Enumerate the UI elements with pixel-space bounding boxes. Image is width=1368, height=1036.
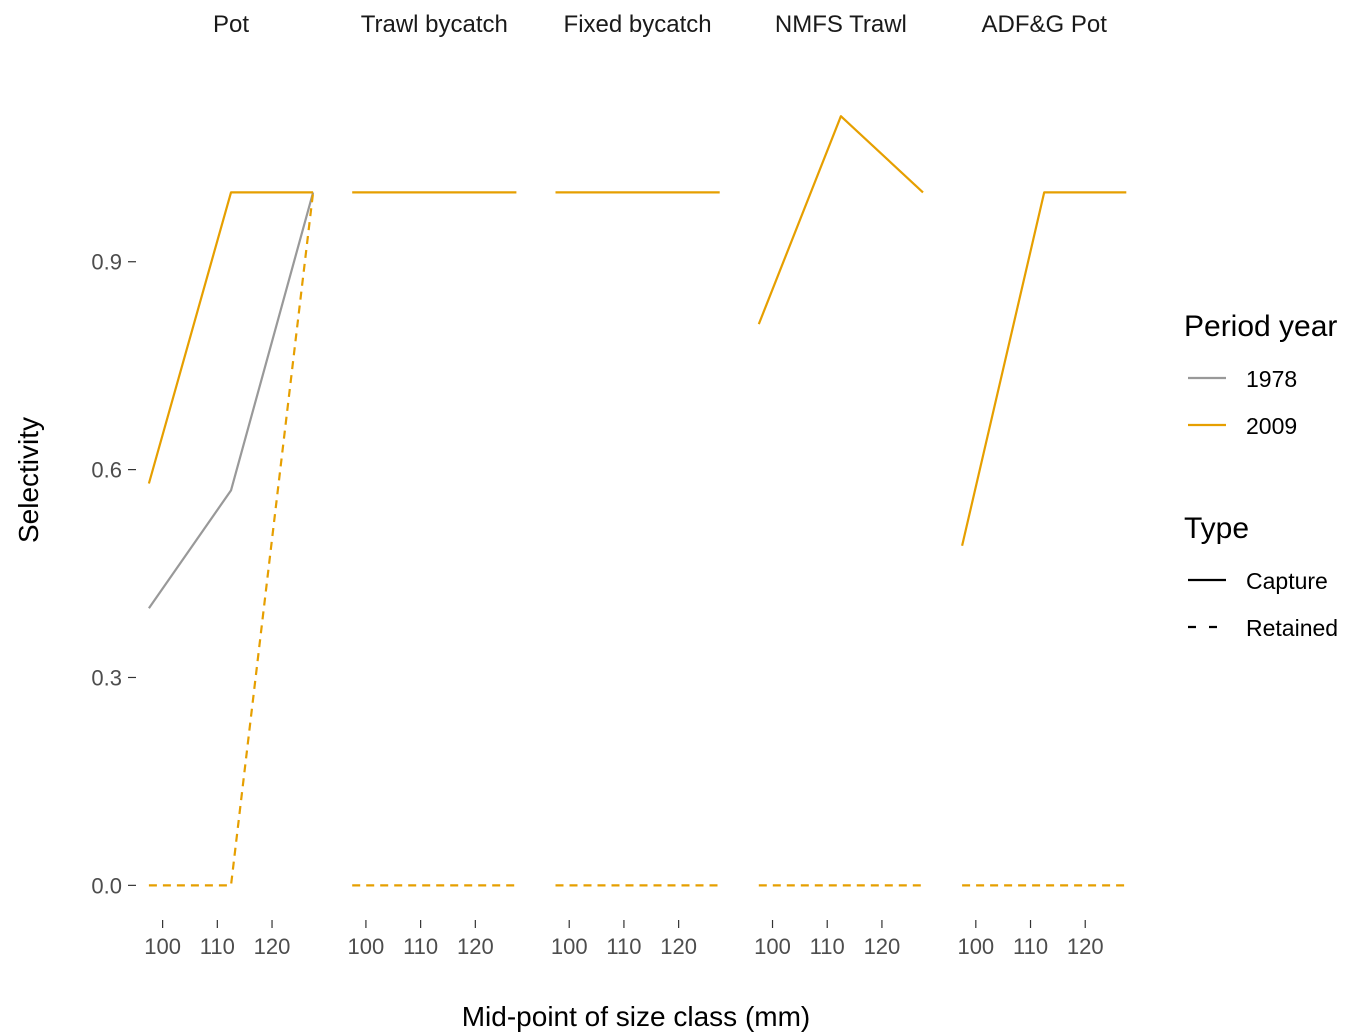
series-line-2009-capture [961,191,1127,547]
legend-title-period: Period year [1184,310,1337,343]
facet-panel: Pot 100 110 120 [144,11,315,959]
legend: Period year 1978 2009 Type Capture Retained [1184,310,1338,641]
y-tick-label: 0.0 [91,873,122,898]
legend-label: Capture [1246,568,1328,594]
x-tick-label: 100 [348,934,385,959]
y-axis-title: Selectivity [13,417,44,543]
x-tick-label: 120 [457,934,494,959]
facet-panel: Trawl bycatch 100 110 120 [348,11,517,959]
legend-label: 2009 [1246,413,1297,439]
series-line-2009-capture [147,191,314,484]
x-axis-title: Mid-point of size class (mm) [462,1001,811,1032]
series-line-2009-capture [757,115,924,325]
y-tick-label: 0.9 [91,250,122,275]
facet-strip-label: ADF&G Pot [982,11,1108,38]
x-tick-label: 100 [754,934,791,959]
x-tick-label: 120 [1067,934,1104,959]
x-tick-label: 120 [864,934,901,959]
legend-title-type: Type [1184,512,1249,545]
x-tick-label: 110 [200,934,235,959]
x-tick-label: 110 [1013,934,1048,959]
facet-panel: ADF&G Pot 100 110 120 [957,11,1127,959]
facet-strip-label: NMFS Trawl [775,11,907,38]
x-tick-label: 100 [144,934,181,959]
facet-panel: NMFS Trawl 100 110 120 [754,11,924,959]
x-tick-label: 110 [606,934,641,959]
x-tick-label: 120 [660,934,697,959]
x-tick-label: 100 [551,934,588,959]
legend-label: 1978 [1246,366,1297,392]
y-axis: 0.0 0.3 0.6 0.9 [91,250,136,898]
series-line-1978-capture [147,192,315,609]
y-tick-label: 0.3 [91,665,122,690]
facet-strip-label: Trawl bycatch [361,11,508,38]
y-tick-label: 0.6 [91,458,122,483]
x-tick-label: 110 [810,934,845,959]
x-tick-label: 120 [254,934,291,959]
x-tick-label: 110 [403,934,438,959]
legend-label: Retained [1246,615,1338,641]
facet-strip-label: Fixed bycatch [564,11,712,38]
series-line-2009-retained [148,192,315,887]
facet-panel: Fixed bycatch 100 110 120 [551,11,720,959]
facet-strip-label: Pot [213,11,249,38]
x-tick-label: 100 [957,934,994,959]
